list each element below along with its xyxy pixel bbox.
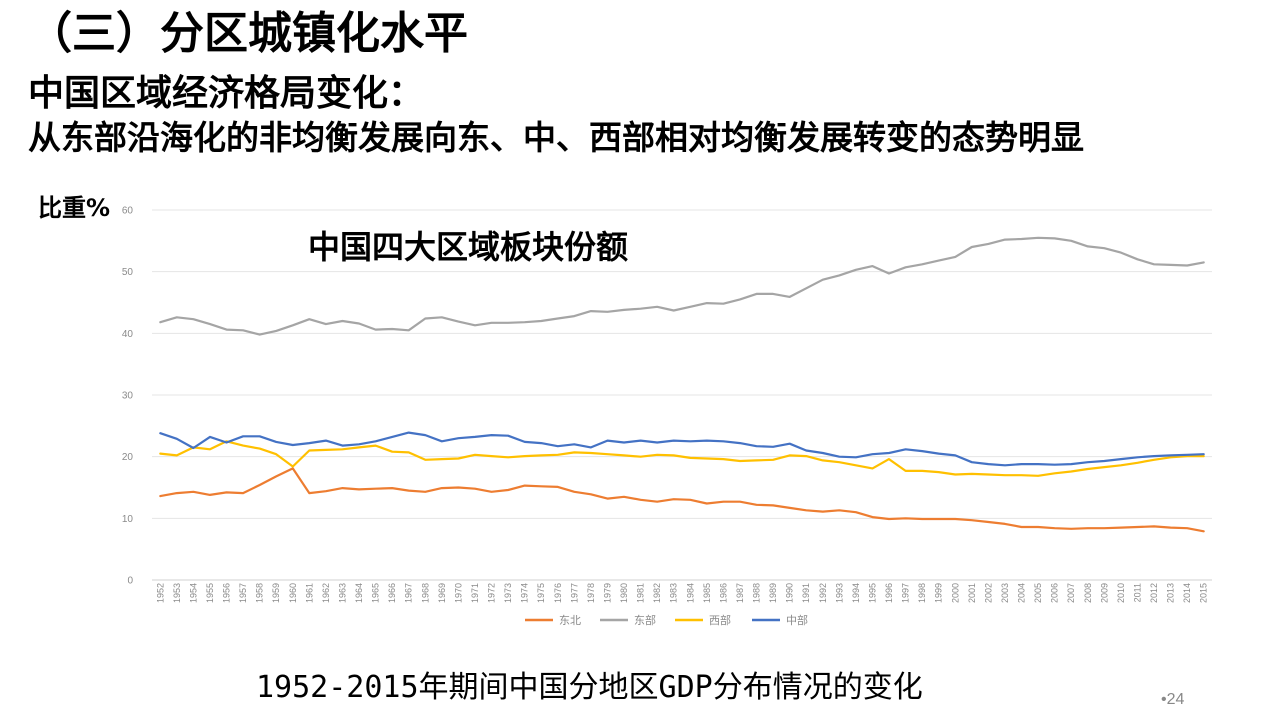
x-tick-label: 1966: [387, 583, 397, 603]
x-tick-label: 2002: [983, 583, 993, 603]
x-tick-label: 2008: [1083, 583, 1093, 603]
x-tick-label: 1963: [337, 583, 347, 603]
series-line-东部: [159, 236, 1205, 336]
legend-label: 东部: [634, 613, 656, 627]
chart-gridlines: [152, 209, 1212, 581]
x-tick-label: 2010: [1116, 583, 1126, 603]
sub-title: 从东部沿海化的非均衡发展向东、中、西部相对均衡发展转变的态势明显: [28, 118, 1084, 157]
x-tick-label: 1955: [205, 583, 215, 603]
x-tick-label: 1959: [271, 583, 281, 603]
x-tick-label: 1992: [818, 583, 828, 603]
x-tick-label: 2006: [1050, 583, 1060, 603]
x-tick-label: 1988: [752, 583, 762, 603]
x-tick-label: 1970: [453, 583, 463, 603]
y-tick-label: 20: [122, 452, 134, 463]
x-tick-label: 1986: [718, 583, 728, 603]
x-tick-label: 1983: [669, 583, 679, 603]
legend-label: 西部: [709, 613, 731, 627]
x-tick-label: 2000: [950, 583, 960, 603]
x-tick-label: 1998: [917, 583, 927, 603]
series-line-中部: [159, 431, 1205, 467]
x-tick-label: 1954: [188, 583, 198, 603]
y-tick-label: 0: [127, 576, 133, 587]
x-tick-label: 1996: [884, 583, 894, 603]
x-tick-label: 1964: [354, 583, 364, 603]
x-tick-label: 1975: [536, 583, 546, 603]
x-tick-label: 2014: [1182, 583, 1192, 603]
x-tick-label: 1984: [685, 583, 695, 603]
x-tick-label: 2009: [1099, 583, 1109, 603]
x-tick-label: 1958: [255, 583, 265, 603]
x-tick-label: 1953: [172, 583, 182, 603]
x-tick-label: 1981: [636, 583, 646, 603]
x-tick-label: 1989: [768, 583, 778, 603]
x-tick-label: 1990: [785, 583, 795, 603]
x-tick-label: 1991: [801, 583, 811, 603]
legend-label: 中部: [786, 613, 808, 627]
series-line-东北: [159, 467, 1205, 533]
main-title: 中国区域经济格局变化：: [28, 73, 425, 114]
x-tick-label: 2007: [1066, 583, 1076, 603]
x-tick-label: 1965: [371, 583, 381, 603]
x-tick-label: 1973: [503, 583, 513, 603]
x-tick-label: 1982: [652, 583, 662, 603]
section-title: （三）分区城镇化水平: [28, 8, 468, 59]
x-tick-label: 1999: [934, 583, 944, 603]
series-line-西部: [159, 440, 1205, 477]
x-tick-label: 1980: [619, 583, 629, 603]
x-tick-label: 1995: [867, 583, 877, 603]
page-number: •24: [1161, 691, 1185, 708]
x-tick-label: 1976: [553, 583, 563, 603]
x-tick-label: 1977: [569, 583, 579, 603]
y-tick-label: 50: [122, 267, 134, 278]
x-tick-label: 1968: [420, 583, 430, 603]
x-tick-label: 1972: [487, 583, 497, 603]
x-tick-label: 2004: [1017, 583, 1027, 603]
x-tick-label: 1993: [834, 583, 844, 603]
x-tick-label: 1967: [404, 583, 414, 603]
x-tick-label: 1979: [602, 583, 612, 603]
x-axis-ticks: 1952 1953 1954 1955 1956 1957 1958 1959 1960 1961…: [155, 583, 1208, 603]
x-tick-label: 1961: [304, 583, 314, 603]
slide-caption: 1952-2015年期间中国分地区GDP分布情况的变化: [256, 670, 923, 705]
y-axis-label: 比重%: [38, 194, 111, 222]
x-tick-label: 2011: [1132, 583, 1142, 602]
x-tick-label: 1974: [520, 583, 530, 603]
x-tick-label: 2005: [1033, 583, 1043, 603]
x-tick-label: 2015: [1199, 583, 1209, 603]
chart-legend: 东北 东部 西部 中部: [525, 613, 808, 627]
y-tick-label: 30: [122, 391, 134, 402]
x-tick-label: 2003: [1000, 583, 1010, 603]
x-tick-label: 1969: [437, 583, 447, 603]
x-tick-label: 2013: [1166, 583, 1176, 603]
x-tick-label: 1997: [901, 583, 911, 603]
x-tick-label: 1994: [851, 583, 861, 603]
x-tick-label: 1957: [238, 583, 248, 603]
y-tick-label: 60: [122, 206, 134, 217]
x-tick-label: 2012: [1149, 583, 1159, 603]
x-tick-label: 1971: [470, 583, 480, 603]
x-tick-label: 1960: [288, 583, 298, 603]
legend-label: 东北: [559, 614, 581, 627]
x-tick-label: 2001: [967, 583, 977, 603]
x-tick-label: 1952: [155, 583, 165, 603]
chart-title: 中国四大区域板块份额: [308, 228, 629, 266]
x-tick-label: 1956: [222, 583, 232, 603]
y-tick-label: 40: [122, 329, 134, 340]
x-tick-label: 1985: [702, 583, 712, 603]
y-axis-ticks: 0 10 20 30 40 50 60: [122, 206, 134, 587]
y-tick-label: 10: [122, 514, 134, 525]
x-tick-label: 1978: [586, 583, 596, 603]
chart-series: [159, 236, 1205, 533]
x-tick-label: 1987: [735, 583, 745, 603]
x-tick-label: 1962: [321, 583, 331, 603]
